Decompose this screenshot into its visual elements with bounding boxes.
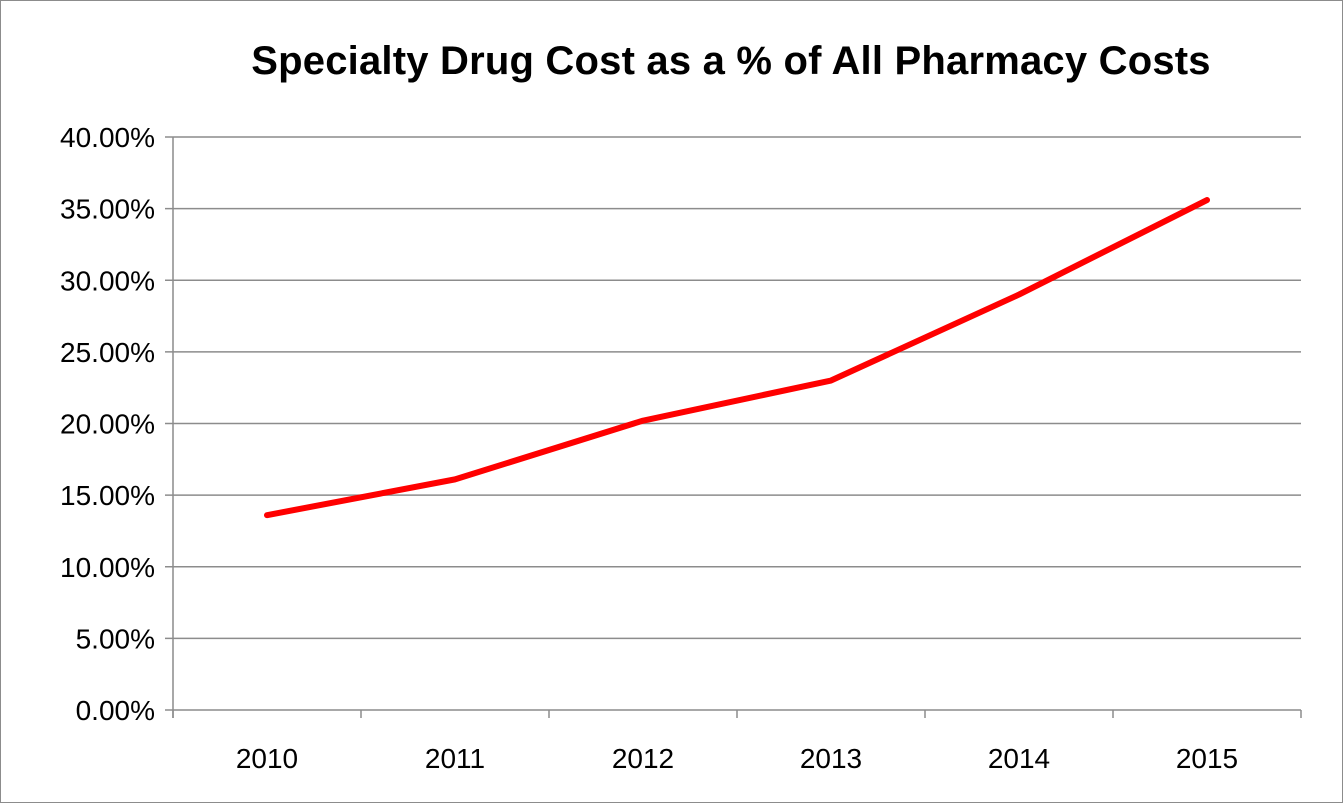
y-tick-label: 20.00% (60, 409, 155, 440)
chart-title: Specialty Drug Cost as a % of All Pharma… (251, 39, 1211, 83)
y-tick-label: 35.00% (60, 194, 155, 225)
x-tick-label: 2014 (988, 743, 1050, 774)
x-tick-label: 2013 (800, 743, 862, 774)
axes (165, 136, 1302, 718)
x-tick-labels: 2010 2011 2012 2013 2014 2015 (236, 743, 1238, 774)
y-tick-label: 40.00% (60, 122, 155, 153)
x-tick-label: 2012 (612, 743, 674, 774)
x-tick-label: 2015 (1176, 743, 1238, 774)
series-layer (264, 197, 1210, 519)
y-tick-label: 15.00% (60, 480, 155, 511)
y-tick-label: 10.00% (60, 552, 155, 583)
x-tick-label: 2011 (425, 743, 485, 774)
y-tick-label: 5.00% (76, 623, 155, 654)
y-tick-labels: 0.00% 5.00% 10.00% 15.00% 20.00% 25.00% 30.00%… (60, 122, 155, 726)
y-tick-label: 30.00% (60, 265, 155, 296)
x-tick-label: 2010 (236, 743, 298, 774)
series-line (264, 197, 1210, 519)
gridlines (173, 136, 1301, 640)
y-tick-label: 0.00% (76, 695, 155, 726)
y-tick-label: 25.00% (60, 337, 155, 368)
